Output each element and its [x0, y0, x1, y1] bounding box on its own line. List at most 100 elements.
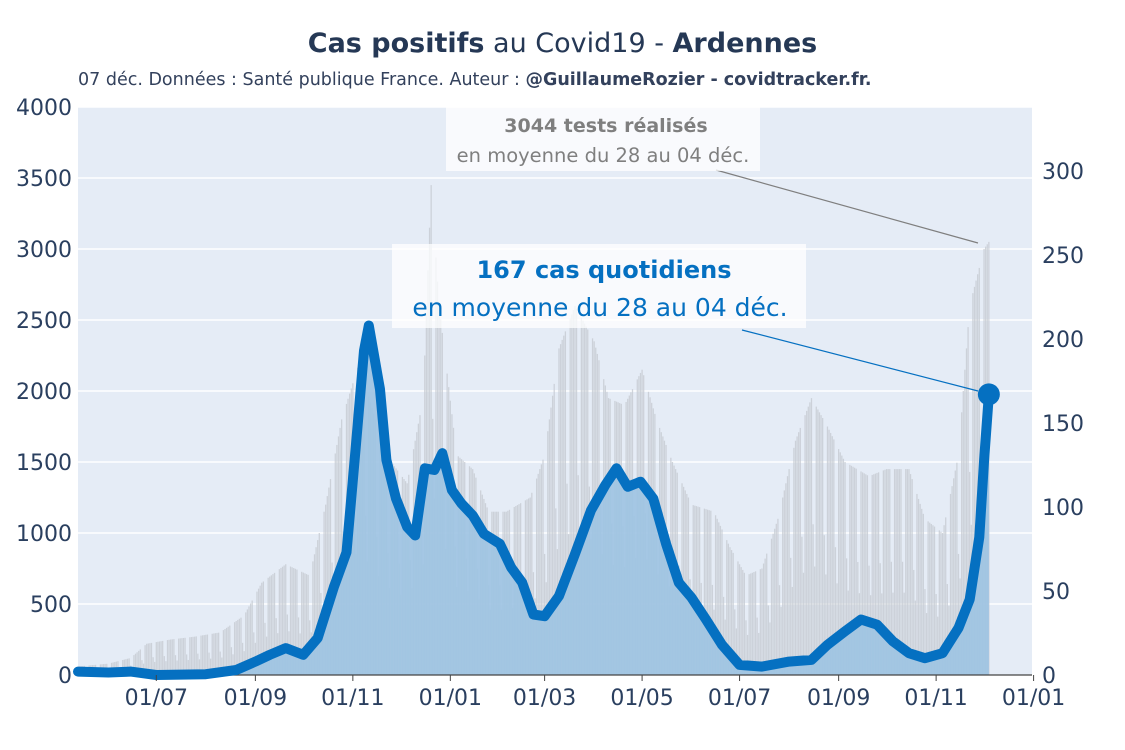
cases-annotation-bold: 167 cas quotidiens	[476, 256, 731, 284]
tests-bar	[814, 566, 816, 675]
tests-bar	[328, 487, 330, 675]
tests-bar	[897, 469, 899, 675]
subtitle-source: 07 déc. Données : Santé publique France.…	[78, 70, 526, 90]
tests-bar	[241, 642, 244, 675]
tests-bar	[574, 305, 576, 675]
tests-bar	[561, 339, 563, 675]
tests-bar	[182, 637, 185, 675]
tests-bar	[165, 661, 167, 675]
tests-bar	[583, 323, 586, 675]
tests-bar	[248, 606, 250, 675]
tests-bar	[150, 642, 153, 675]
tests-bar	[531, 492, 533, 675]
tests-bar	[256, 591, 258, 675]
tests-bar	[850, 465, 853, 675]
cases-annotation-text: en moyenne du 28 au 04 déc.	[412, 293, 787, 322]
tests-bar	[727, 543, 730, 675]
tests-bar	[539, 469, 541, 675]
tests-bar	[921, 508, 923, 675]
tests-bar	[798, 432, 800, 675]
tests-bar	[160, 641, 162, 675]
y-right-tick-label: 200	[1042, 328, 1084, 353]
tests-bar	[261, 582, 263, 675]
tests-bar	[721, 529, 723, 675]
tests-bar	[297, 617, 300, 675]
chart-title: Cas positifs au Covid19 - Ardennes	[0, 28, 1125, 59]
tests-bar	[774, 528, 776, 675]
tests-bar	[780, 606, 782, 675]
y-left-tick-label: 1500	[16, 451, 72, 476]
tests-bar	[796, 436, 798, 675]
tests-bar	[139, 649, 141, 675]
tests-bar	[141, 660, 143, 675]
tests-bar	[158, 641, 161, 675]
tests-bar	[860, 471, 862, 675]
tests-bar	[949, 493, 952, 675]
tests-bar	[777, 518, 779, 675]
subtitle-author: @GuillaumeRozier - covidtracker.fr.	[525, 70, 872, 90]
tests-bar	[194, 636, 196, 675]
tests-bar	[826, 426, 829, 675]
tests-bar	[913, 569, 915, 675]
tests-bar	[806, 410, 808, 675]
tests-bar	[889, 469, 891, 675]
tests-bar	[879, 563, 881, 675]
tests-bar	[748, 574, 750, 675]
tests-bar	[170, 639, 172, 675]
tests-bar	[181, 638, 183, 675]
tests-bar	[269, 576, 271, 675]
tests-bar	[885, 469, 888, 675]
tests-bar	[176, 660, 178, 675]
tests-bar	[225, 627, 228, 675]
tests-bar	[189, 637, 191, 675]
tests-bar	[898, 469, 901, 675]
tests-bar	[820, 415, 822, 675]
tests-bar	[339, 427, 341, 675]
tests-bar	[272, 574, 274, 675]
tests-bar	[162, 640, 164, 675]
tests-bar	[919, 503, 921, 675]
cases-line	[73, 320, 994, 680]
tests-bar	[909, 474, 912, 675]
tests-bar	[965, 348, 968, 675]
tests-bar	[202, 635, 204, 675]
y-left-tick-label: 1000	[16, 522, 72, 547]
tests-bar	[823, 535, 825, 675]
tests-bar	[788, 469, 790, 675]
tests-annotation-bold: 3044 tests réalisés	[504, 115, 707, 137]
tests-bar	[887, 469, 889, 675]
y-left-tick-label: 2000	[16, 380, 72, 405]
tests-bar	[941, 533, 944, 675]
tests-bar	[791, 586, 793, 675]
tests-bar	[221, 657, 223, 675]
tests-bar	[938, 530, 940, 675]
tests-bar	[962, 391, 964, 675]
tests-bar	[734, 609, 736, 675]
tests-bar	[844, 462, 846, 675]
title-region: Ardennes	[672, 28, 818, 59]
tests-bar	[192, 636, 194, 675]
tests-bar	[184, 637, 186, 675]
tests-bar	[312, 561, 314, 675]
tests-bar	[229, 625, 231, 675]
tests-bar	[710, 510, 712, 675]
tests-bar	[751, 572, 753, 675]
tests-bar	[745, 620, 747, 675]
x-tick-label: 01/03	[513, 686, 576, 711]
tests-bar	[876, 472, 878, 675]
tests-bar	[933, 526, 936, 675]
tests-bar	[157, 641, 159, 675]
tests-bar	[833, 439, 835, 675]
cases-connector	[741, 329, 979, 392]
y-left-tick-label: 3500	[16, 167, 72, 192]
tests-bar	[307, 574, 309, 675]
tests-bar	[906, 469, 908, 675]
tests-bar	[890, 561, 893, 675]
tests-bar	[341, 419, 343, 675]
tests-bar	[694, 505, 696, 675]
tests-bar	[695, 506, 698, 675]
tests-bar	[722, 596, 725, 675]
tests-bar	[836, 583, 838, 675]
tests-bar	[877, 472, 880, 675]
tests-bar	[911, 479, 913, 675]
